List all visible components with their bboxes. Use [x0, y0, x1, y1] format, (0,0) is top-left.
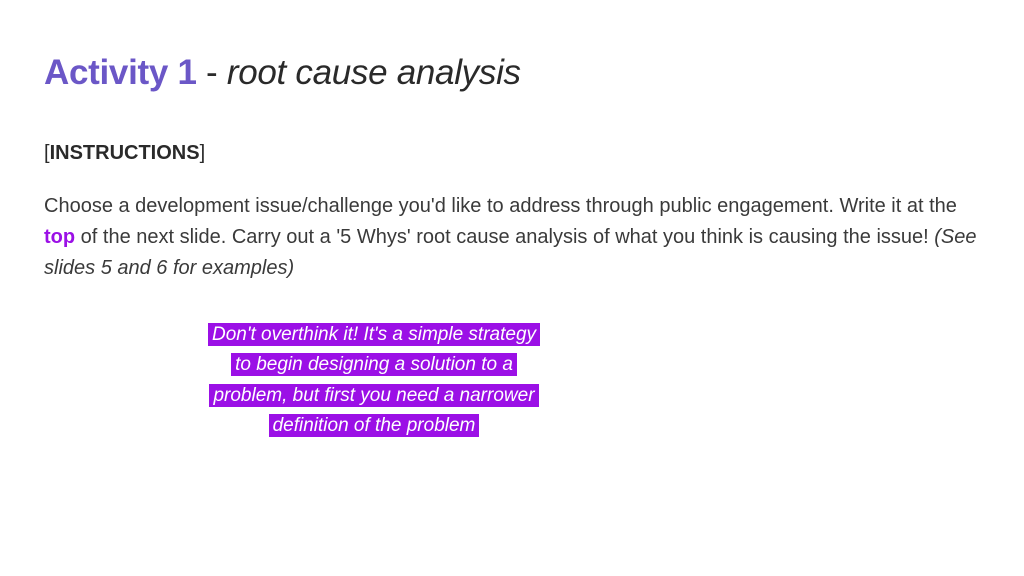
body-highlight-word: top — [44, 226, 75, 248]
body-part2: of the next slide. Carry out a '5 Whys' … — [75, 226, 934, 248]
instructions-body: Choose a development issue/challenge you… — [44, 191, 980, 284]
slide: Activity 1 - root cause analysis [INSTRU… — [0, 0, 1024, 576]
callout-container: Don't overthink it! It's a simple strate… — [44, 320, 980, 442]
slide-title: Activity 1 - root cause analysis — [44, 52, 980, 94]
bracket-close: ] — [200, 142, 206, 164]
body-part1: Choose a development issue/challenge you… — [44, 195, 957, 217]
title-bold: Activity 1 — [44, 53, 197, 92]
callout: Don't overthink it! It's a simple strate… — [204, 320, 544, 442]
instructions-label: [INSTRUCTIONS] — [44, 142, 980, 165]
title-separator: - — [197, 53, 227, 92]
instructions-text: INSTRUCTIONS — [50, 142, 200, 164]
title-italic: root cause analysis — [227, 53, 521, 92]
callout-text: Don't overthink it! It's a simple strate… — [208, 323, 540, 437]
